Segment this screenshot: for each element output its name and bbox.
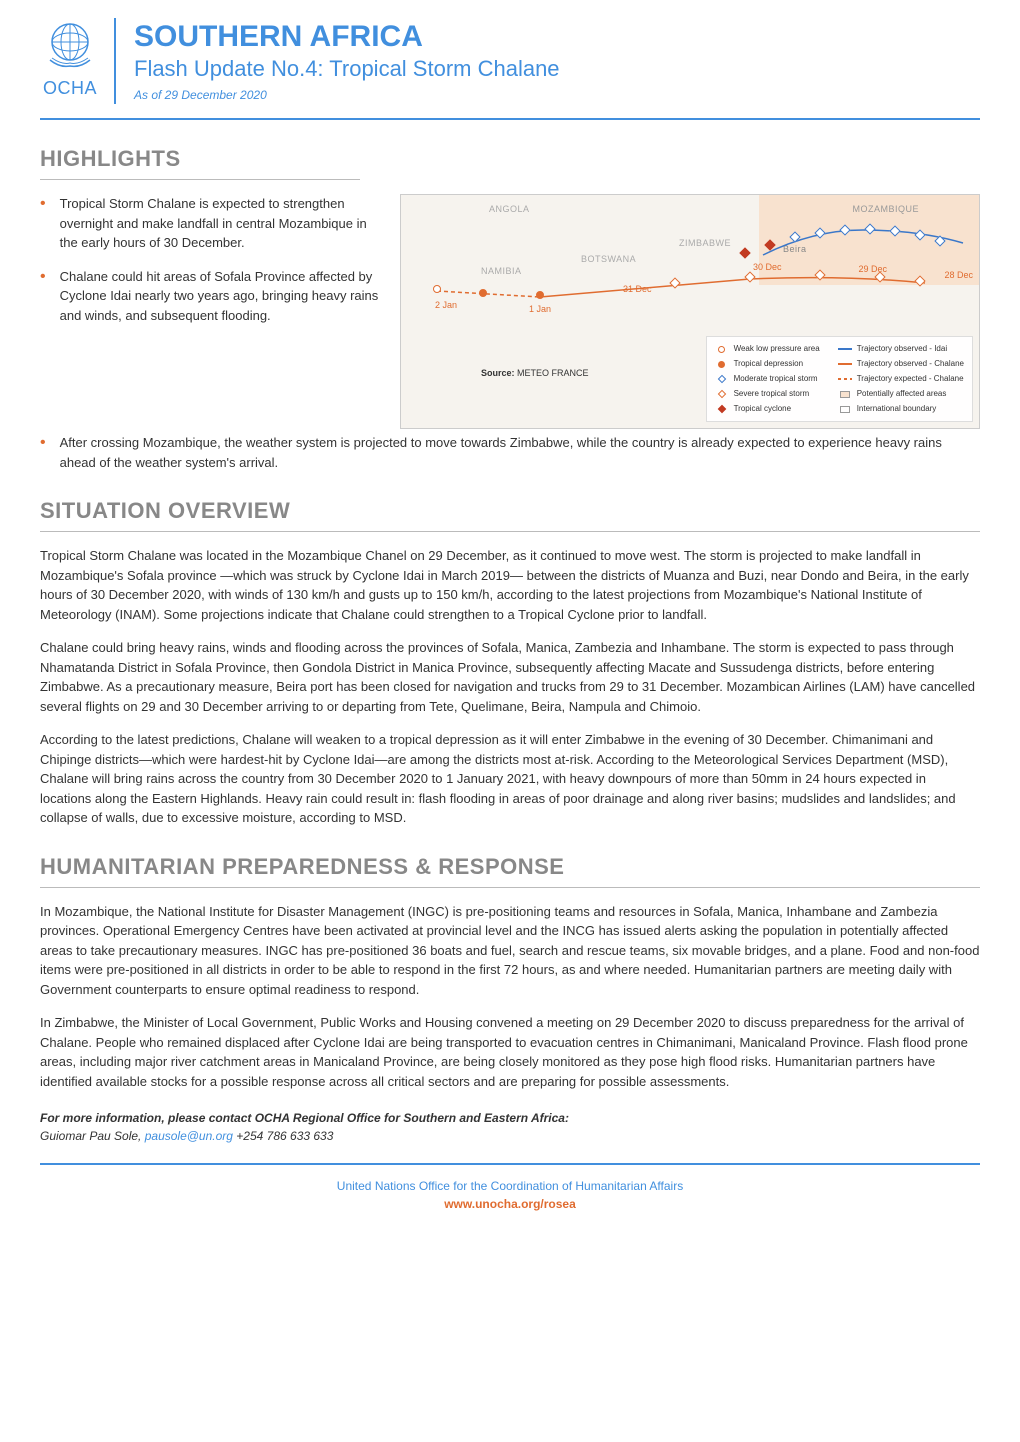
legend-symbol (715, 360, 729, 368)
legend-item: Trajectory observed - Idai (838, 343, 964, 355)
source-prefix: Source: (481, 368, 515, 378)
highlight-text: Chalane could hit areas of Sofala Provin… (60, 267, 380, 326)
header-divider (40, 118, 980, 120)
source-value: METEO FRANCE (517, 368, 589, 378)
legend-symbol (715, 390, 729, 398)
legend-item: Tropical cyclone (715, 403, 820, 415)
highlight-item-fullwidth: • After crossing Mozambique, the weather… (0, 433, 1020, 472)
subtitle: Flash Update No.4: Tropical Storm Chalan… (134, 55, 560, 83)
situation-para: According to the latest predictions, Cha… (40, 730, 980, 828)
highlights-list: • Tropical Storm Chalane is expected to … (40, 194, 380, 339)
situation-para: Chalane could bring heavy rains, winds a… (40, 638, 980, 716)
un-globe-icon (40, 18, 100, 73)
preparedness-para: In Zimbabwe, the Minister of Local Gover… (40, 1013, 980, 1091)
dot-marker (479, 289, 487, 297)
legend-symbol (838, 360, 852, 368)
legend-text: Weak low pressure area (734, 343, 820, 355)
legend-symbol (838, 375, 852, 383)
highlight-text: Tropical Storm Chalane is expected to st… (60, 194, 380, 253)
legend-text: Tropical depression (734, 358, 804, 370)
label-angola: ANGOLA (489, 203, 530, 217)
preparedness-section: HUMANITARIAN PREPAREDNESS & RESPONSE In … (0, 850, 1020, 1092)
highlights-section: HIGHLIGHTS • Tropical Storm Chalane is e… (0, 142, 1020, 429)
legend-item: Potentially affected areas (838, 388, 964, 400)
legend-text: Trajectory expected - Chalane (857, 373, 964, 385)
main-title: SOUTHERN AFRICA (134, 20, 560, 55)
legend-col-2: Trajectory observed - Idai Trajectory obs… (838, 343, 964, 415)
legend-text: International boundary (857, 403, 937, 415)
map-body: ANGOLA NAMIBIA BOTSWANA ZIMBABWE Beira M… (401, 195, 979, 428)
footer-org: United Nations Office for the Coordinati… (40, 1177, 980, 1195)
situation-para: Tropical Storm Chalane was located in th… (40, 546, 980, 624)
contact-name: Guiomar Pau Sole, (40, 1129, 145, 1143)
legend-symbol (715, 345, 729, 353)
date-28: 28 Dec (944, 269, 973, 283)
contact-phone: +254 786 633 633 (233, 1129, 333, 1143)
bullet-icon: • (40, 267, 46, 326)
legend-item: Weak low pressure area (715, 343, 820, 355)
trajectory-chalane (425, 275, 935, 315)
contact-email[interactable]: pausole@un.org (145, 1129, 233, 1143)
legend-item: Moderate tropical storm (715, 373, 820, 385)
dot-marker (433, 285, 441, 293)
legend-text: Tropical cyclone (734, 403, 792, 415)
dot-marker (536, 291, 544, 299)
ocha-wordmark: OCHA (43, 75, 97, 102)
highlights-row: • Tropical Storm Chalane is expected to … (40, 194, 980, 429)
date-30: 30 Dec (753, 261, 782, 275)
date-31: 31 Dec (623, 283, 652, 297)
legend-text: Moderate tropical storm (734, 373, 818, 385)
highlight-item: • Chalane could hit areas of Sofala Prov… (40, 267, 380, 326)
situation-heading: SITUATION OVERVIEW (40, 494, 980, 532)
footer: United Nations Office for the Coordinati… (0, 1165, 1020, 1237)
preparedness-para: In Mozambique, the National Institute fo… (40, 902, 980, 1000)
legend-symbol (715, 375, 729, 383)
legend-symbol (838, 390, 852, 398)
diamond-marker (739, 247, 750, 258)
situation-section: SITUATION OVERVIEW Tropical Storm Chalan… (0, 494, 1020, 828)
map-legend: Weak low pressure area Tropical depressio… (706, 336, 973, 422)
highlight-text: After crossing Mozambique, the weather s… (60, 433, 980, 472)
preparedness-heading: HUMANITARIAN PREPAREDNESS & RESPONSE (40, 850, 980, 888)
legend-item: Severe tropical storm (715, 388, 820, 400)
highlight-item: • Tropical Storm Chalane is expected to … (40, 194, 380, 253)
legend-item: Trajectory observed - Chalane (838, 358, 964, 370)
legend-col-1: Weak low pressure area Tropical depressio… (715, 343, 820, 415)
date-1jan: 1 Jan (529, 303, 551, 317)
label-botswana: BOTSWANA (581, 253, 636, 267)
contact-lead: For more information, please contact OCH… (40, 1111, 569, 1125)
legend-symbol (715, 405, 729, 413)
bullet-icon: • (40, 194, 46, 253)
trajectory-map: ANGOLA NAMIBIA BOTSWANA ZIMBABWE Beira M… (400, 194, 980, 429)
bullet-icon: • (40, 433, 46, 472)
logo-block: OCHA (40, 18, 100, 102)
date-2jan: 2 Jan (435, 299, 457, 313)
as-of-date: As of 29 December 2020 (134, 86, 560, 104)
label-zimbabwe: ZIMBABWE (679, 237, 731, 251)
contact-block: For more information, please contact OCH… (0, 1105, 1020, 1145)
legend-text: Trajectory observed - Idai (857, 343, 947, 355)
legend-item: Tropical depression (715, 358, 820, 370)
legend-text: Severe tropical storm (734, 388, 810, 400)
legend-text: Potentially affected areas (857, 388, 947, 400)
header: OCHA SOUTHERN AFRICA Flash Update No.4: … (0, 0, 1020, 118)
highlights-heading: HIGHLIGHTS (40, 142, 360, 180)
legend-item: Trajectory expected - Chalane (838, 373, 964, 385)
legend-item: International boundary (838, 403, 964, 415)
footer-url: www.unocha.org/rosea (40, 1195, 980, 1213)
map-source: Source: METEO FRANCE (481, 367, 589, 381)
title-block: SOUTHERN AFRICA Flash Update No.4: Tropi… (114, 18, 560, 104)
legend-symbol (838, 345, 852, 353)
legend-symbol (838, 405, 852, 413)
legend-text: Trajectory observed - Chalane (857, 358, 964, 370)
